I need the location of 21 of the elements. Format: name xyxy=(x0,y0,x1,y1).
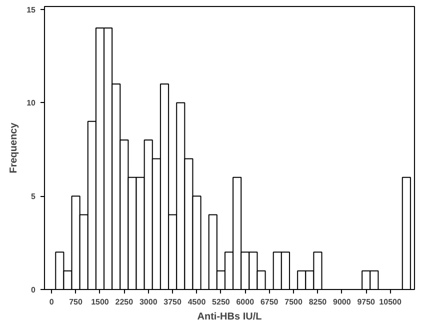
y-tick-label: 5 xyxy=(31,192,36,202)
y-tick-label: 10 xyxy=(26,98,36,108)
x-tick-label: 0 xyxy=(49,298,54,306)
x-tick-label: 5250 xyxy=(212,298,230,306)
y-tick-label: 0 xyxy=(31,286,36,294)
x-tick-label: 9750 xyxy=(357,298,376,306)
x-tick-label: 4500 xyxy=(188,298,206,306)
x-tick-label: 3000 xyxy=(139,298,158,306)
y-axis-title: Frequency xyxy=(8,122,20,174)
x-tick-label: 9000 xyxy=(333,298,352,306)
x-tick-label: 10500 xyxy=(379,298,402,306)
x-tick-label: 2250 xyxy=(115,298,134,306)
x-tick-label: 750 xyxy=(69,298,84,306)
x-tick-label: 6750 xyxy=(260,298,279,306)
x-tick-label: 3750 xyxy=(164,298,182,306)
y-tick-label: 15 xyxy=(26,5,36,14)
x-tick-label: 7500 xyxy=(284,298,303,306)
x-tick-label: 8250 xyxy=(308,298,328,306)
x-axis-title: Anti-HBs IU/L xyxy=(197,312,262,322)
x-tick-label: 6000 xyxy=(236,298,255,306)
x-tick-label: 1500 xyxy=(91,298,110,306)
